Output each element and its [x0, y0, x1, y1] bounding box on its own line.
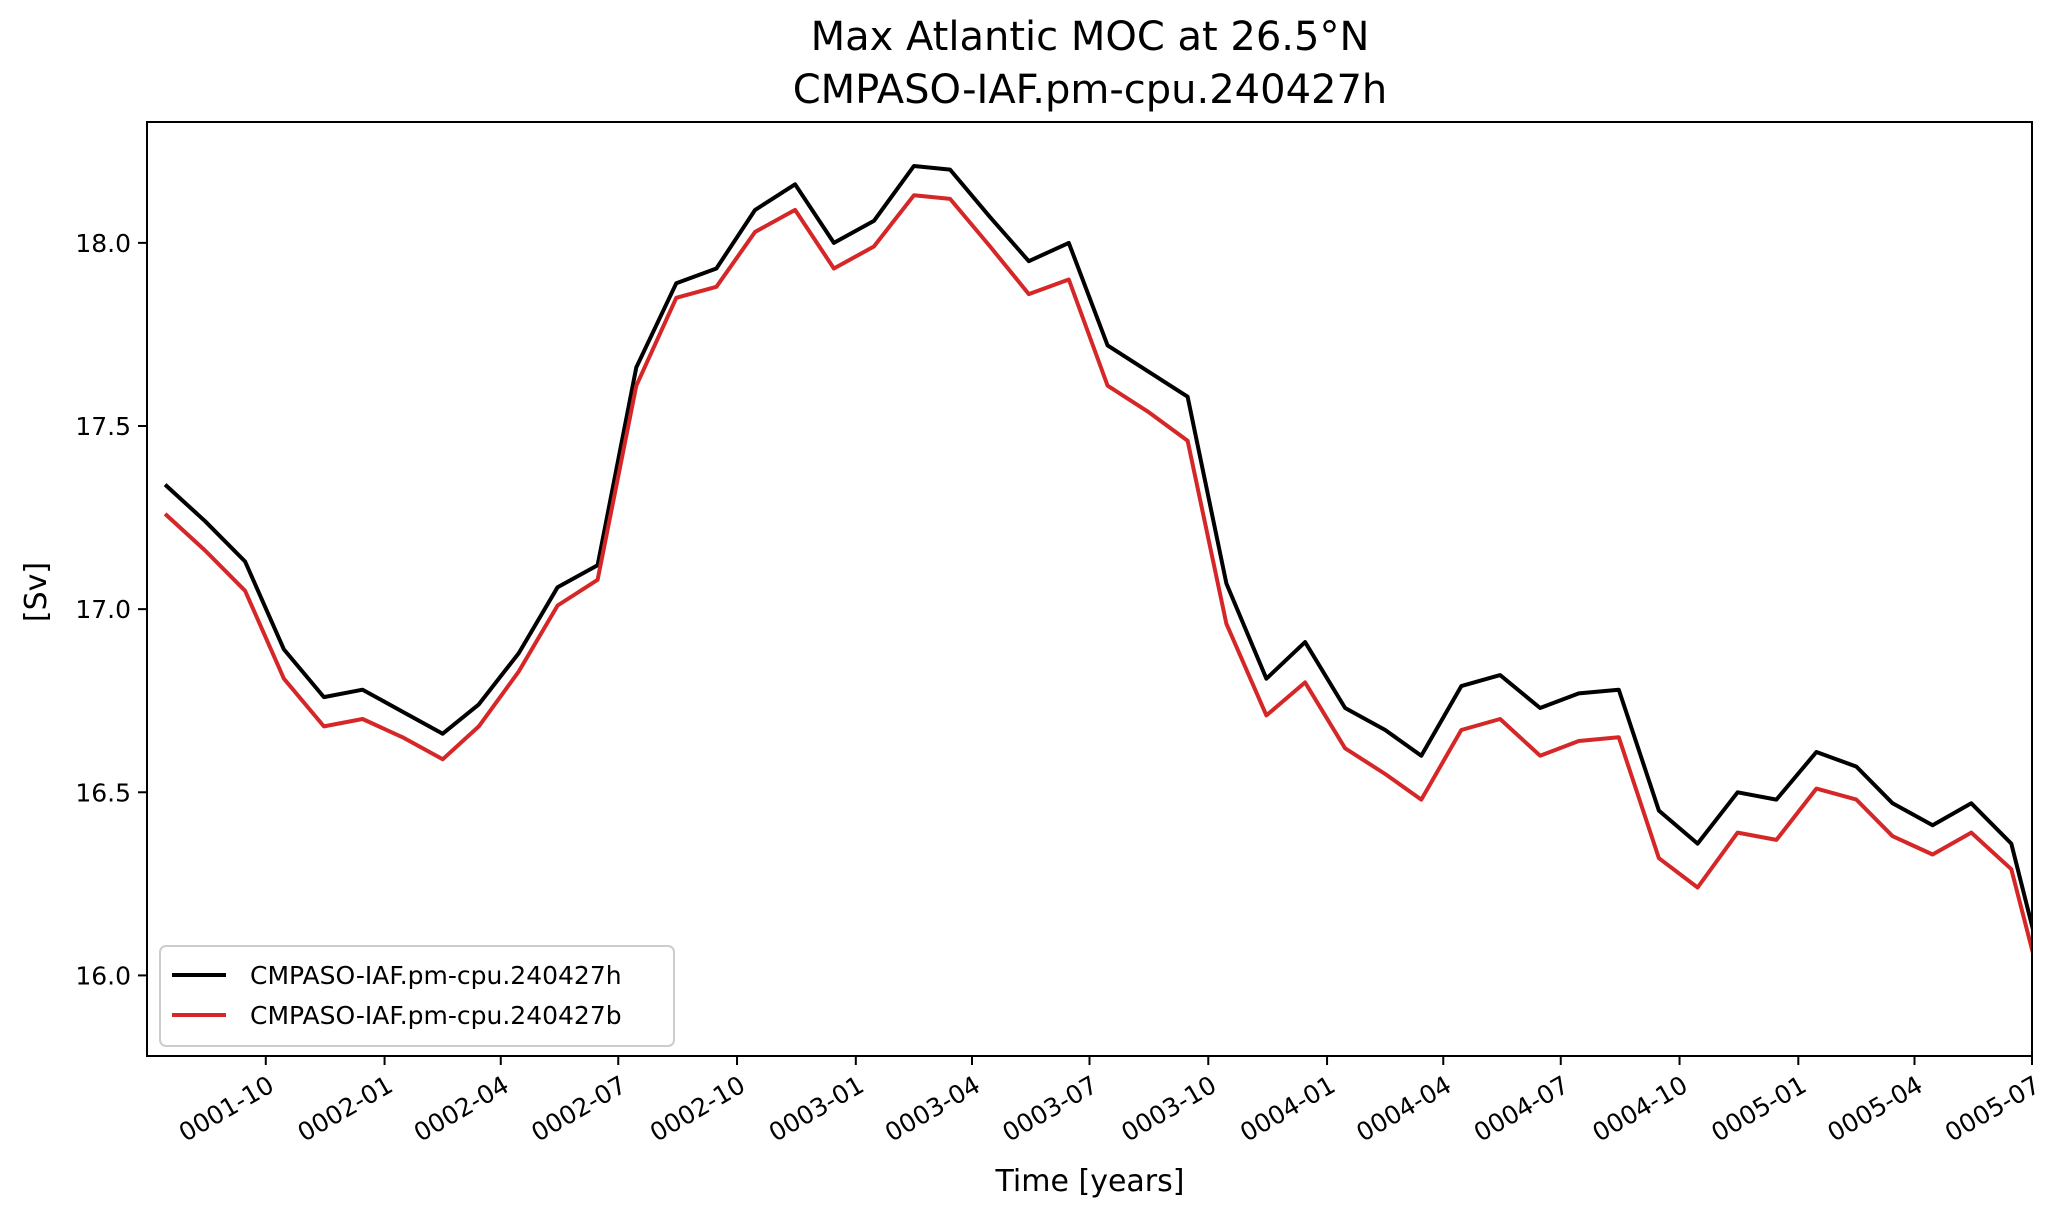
chart-title: Max Atlantic MOC at 26.5°N — [811, 14, 1370, 60]
x-tick-label: 0001-10 — [174, 1070, 279, 1147]
y-tick-label: 18.0 — [75, 229, 131, 258]
x-tick-label: 0003-01 — [764, 1070, 869, 1147]
x-tick-label: 0005-01 — [1706, 1070, 1811, 1147]
series-line-1 — [163, 193, 2032, 958]
y-tick-label: 17.5 — [75, 412, 131, 441]
x-tick-label: 0004-01 — [1235, 1070, 1340, 1147]
legend-box — [159, 945, 675, 1047]
x-tick-label: 0003-07 — [998, 1070, 1103, 1147]
x-tick-label: 0004-07 — [1469, 1070, 1574, 1147]
chart-subtitle: CMPASO-IAF.pm-cpu.240427h — [793, 67, 1388, 113]
series-line-0 — [163, 164, 2032, 934]
x-tick-label: 0003-10 — [1116, 1070, 1221, 1147]
y-axis-label: [Sv] — [19, 562, 54, 622]
x-tick-label: 0002-04 — [409, 1070, 514, 1147]
x-tick-label: 0003-04 — [880, 1070, 985, 1147]
x-axis-label: Time [years] — [995, 1164, 1185, 1199]
axes-frame — [146, 121, 2033, 1057]
x-tick-label: 0005-07 — [1940, 1070, 2045, 1147]
legend-label-b: CMPASO-IAF.pm-cpu.240427b — [250, 1001, 622, 1030]
x-tick-label: 0002-01 — [293, 1070, 398, 1147]
y-tick-label: 16.5 — [75, 778, 131, 807]
x-tick-label: 0004-04 — [1351, 1070, 1456, 1147]
y-tick-label: 17.0 — [75, 595, 131, 624]
x-tick-label: 0002-07 — [526, 1070, 631, 1147]
legend-label-h: CMPASO-IAF.pm-cpu.240427h — [250, 961, 622, 990]
x-tick-label: 0002-10 — [645, 1070, 750, 1147]
legend: CMPASO-IAF.pm-cpu.240427h CMPASO-IAF.pm-… — [159, 945, 675, 1047]
x-tick-label: 0004-10 — [1588, 1070, 1693, 1147]
y-tick-label: 16.0 — [75, 961, 131, 990]
x-tick-label: 0005-04 — [1823, 1070, 1928, 1147]
